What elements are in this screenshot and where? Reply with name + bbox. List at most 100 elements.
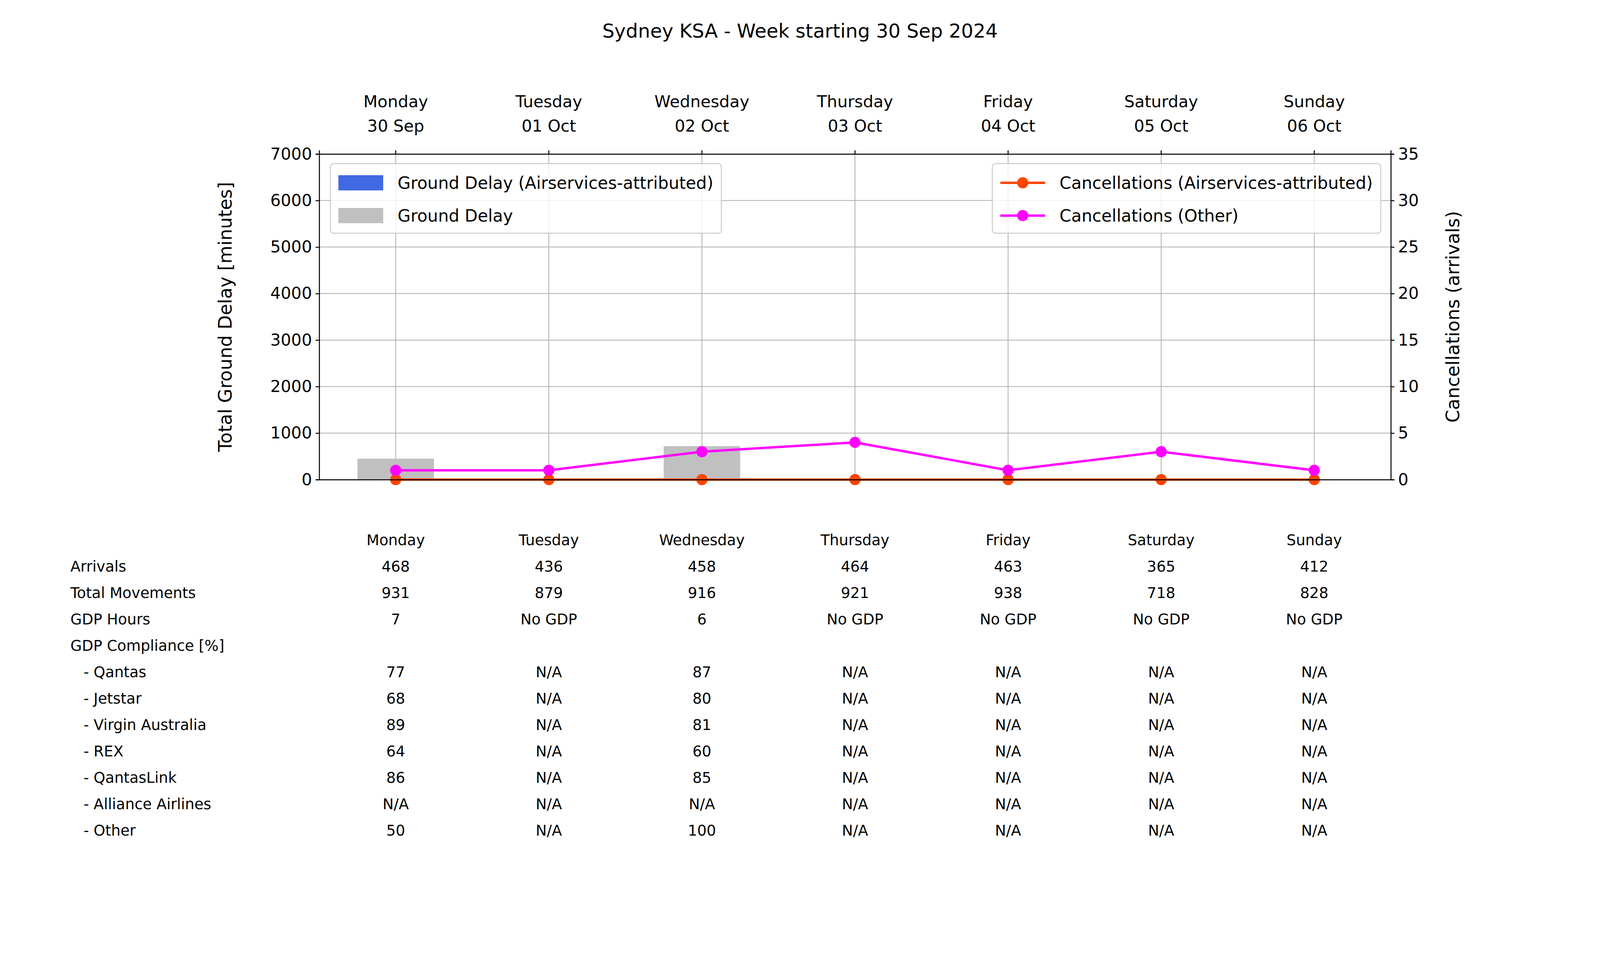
table-cell: 68: [386, 690, 406, 708]
table-cell: 60: [692, 742, 712, 760]
legend-label: Ground Delay (Airservices-attributed): [397, 173, 714, 193]
tick: Wednesday02 Oct: [654, 92, 750, 155]
tick-label: Saturday05 Oct: [1124, 92, 1199, 136]
tick-label: 6000: [270, 190, 312, 210]
table-cell: N/A: [994, 663, 1021, 681]
table-cell: N/A: [1148, 716, 1174, 734]
tick: 35: [1390, 144, 1419, 164]
table-cell: N/A: [1148, 663, 1174, 681]
axis-line: [315, 154, 320, 480]
table-cell: N/A: [1148, 690, 1174, 708]
table-cell: N/A: [994, 742, 1021, 760]
tick-mark: [701, 150, 703, 154]
tick: 4000: [270, 283, 320, 303]
axis-line: [319, 150, 1392, 155]
tick-mark: [315, 200, 320, 202]
tick-label: 35: [1398, 144, 1419, 164]
table-row-label: - Virgin Australia: [83, 716, 207, 734]
tick-mark: [854, 150, 856, 154]
tick-label: 25: [1398, 237, 1419, 257]
tick-mark: [1313, 150, 1315, 154]
table-cell: 6: [697, 610, 707, 628]
tick-mark: [1390, 200, 1395, 202]
tick: Sunday06 Oct: [1283, 92, 1345, 155]
tick-label: 5000: [270, 237, 312, 257]
table-cell: 879: [534, 584, 564, 602]
table-cell: N/A: [994, 716, 1021, 734]
grid-line: [319, 479, 1391, 480]
table-cell: N/A: [842, 822, 868, 840]
marker: [390, 464, 402, 476]
table-row-label: - QantasLink: [83, 769, 177, 787]
table-cell: 86: [386, 769, 406, 787]
title: Sydney KSA - Week starting 30 Sep 2024: [602, 19, 998, 42]
table-cell: N/A: [382, 795, 409, 813]
table-cell: N/A: [1301, 716, 1328, 734]
table-cell: 7: [391, 610, 401, 628]
tick-mark: [1390, 293, 1395, 295]
tick-label: 15: [1398, 330, 1419, 350]
table-cell: No GDP: [1286, 610, 1343, 628]
table-cell: 931: [381, 584, 410, 602]
table-cell: 100: [687, 822, 716, 840]
table-cell: N/A: [842, 690, 868, 708]
table-cell: 412: [1300, 558, 1329, 576]
table-cell: N/A: [688, 795, 715, 813]
legend-label: Cancellations (Other): [1059, 206, 1239, 226]
tick-mark: [1390, 432, 1395, 434]
legend: Cancellations (Airservices-attributed) Ca…: [992, 163, 1381, 234]
legend-label: Cancellations (Airservices-attributed): [1059, 173, 1373, 193]
table-cell: 921: [840, 584, 870, 602]
tick-mark: [315, 246, 320, 248]
table-cell: N/A: [535, 663, 562, 681]
table-cell: 365: [1147, 558, 1176, 576]
tick-label: 30: [1398, 190, 1419, 210]
tick-label: Monday30 Sep: [363, 92, 428, 136]
table-cell: 458: [687, 558, 716, 576]
table-cell: N/A: [1301, 822, 1328, 840]
tick-label: 0: [301, 470, 312, 490]
table-cell: 87: [692, 663, 712, 681]
table-cell: 464: [840, 558, 870, 576]
tick: 30: [1390, 190, 1419, 210]
tick-label: 3000: [270, 330, 312, 350]
tick: 15: [1390, 330, 1419, 350]
table-cell: N/A: [994, 769, 1021, 787]
table-cell: N/A: [842, 795, 868, 813]
tick: Monday30 Sep: [363, 92, 428, 155]
legend: Ground Delay (Airservices-attributed) Gro…: [330, 163, 722, 234]
tick: 5000: [270, 237, 320, 257]
table-cell: 81: [692, 716, 712, 734]
tick-mark: [548, 150, 550, 154]
legend-marker: [1017, 210, 1029, 222]
axis-line: [319, 479, 1392, 481]
table-cell: 718: [1147, 584, 1176, 602]
tick-mark: [1007, 150, 1009, 154]
table-cell: N/A: [1148, 795, 1174, 813]
table-cell: 85: [692, 769, 712, 787]
table-row-label: - Other: [83, 822, 136, 840]
axis: Monday30 Sep Tuesday01 Oct Wednesday02 Oct…: [319, 92, 1392, 155]
tick-mark: [315, 479, 320, 481]
tick: Friday04 Oct: [980, 92, 1036, 155]
tick: 1000: [270, 423, 320, 443]
tick-label: Friday04 Oct: [980, 92, 1036, 136]
table-cell: 50: [386, 822, 406, 840]
table-cell: N/A: [1148, 769, 1174, 787]
table-cell: 463: [994, 558, 1023, 576]
tick-label: 10: [1398, 376, 1419, 396]
tick: Saturday05 Oct: [1124, 92, 1199, 155]
tick: Tuesday01 Oct: [515, 92, 583, 155]
legend-label: Ground Delay: [397, 206, 513, 226]
table-cell: 468: [381, 558, 410, 576]
tick: 20: [1390, 283, 1419, 303]
table-cell: No GDP: [520, 610, 578, 628]
grid-line: [854, 154, 856, 480]
table-cell: N/A: [1301, 769, 1328, 787]
table-cell: N/A: [842, 716, 868, 734]
tick-mark: [1390, 479, 1395, 481]
table-cell: N/A: [994, 690, 1021, 708]
tick-mark: [315, 339, 320, 341]
chart: Sydney KSA - Week starting 30 Sep 2024 0 1…: [0, 0, 1600, 960]
table-row-label: - Jetstar: [83, 690, 142, 708]
